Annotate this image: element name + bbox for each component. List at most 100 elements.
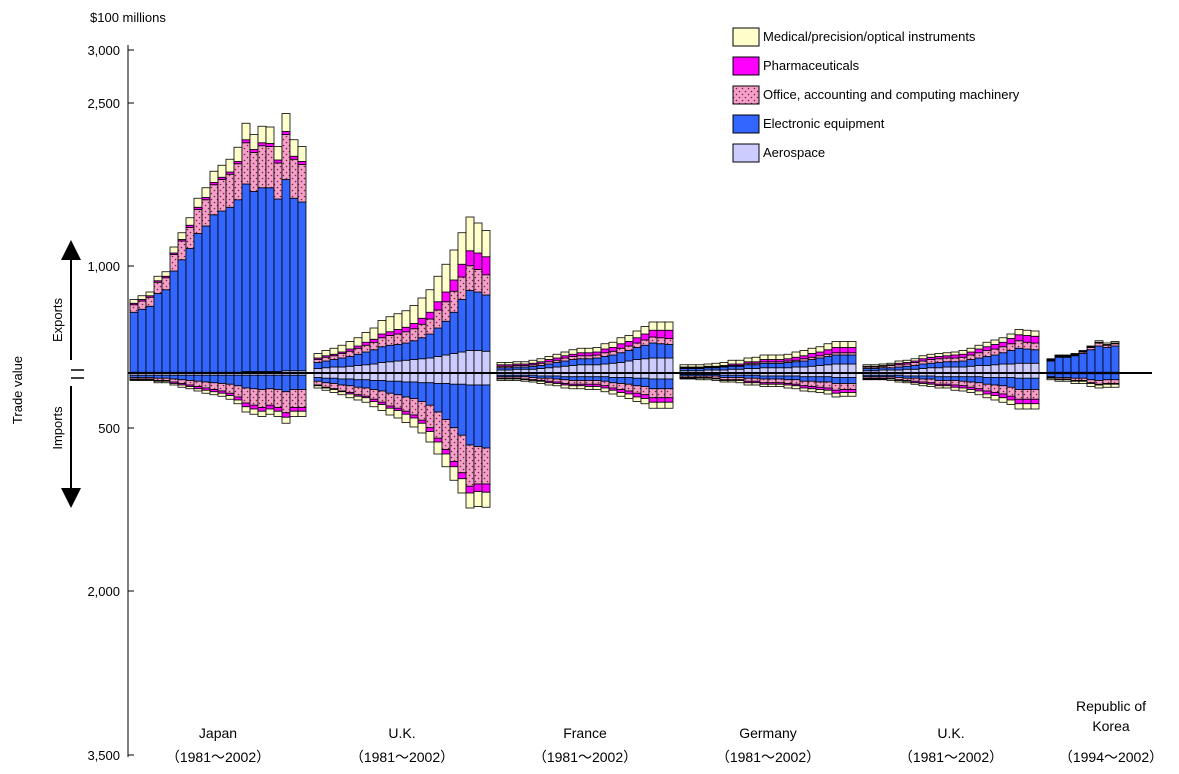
export-bar-segment — [233, 199, 243, 373]
export-bar-segment — [473, 222, 483, 254]
export-bar-segment — [815, 365, 825, 374]
import-bar-segment — [1046, 373, 1056, 378]
y-tick-label: 500 — [98, 421, 120, 436]
export-bar-segment — [241, 183, 251, 372]
import-bar-segment — [433, 437, 443, 443]
import-bar-segment — [169, 378, 179, 383]
import-bar-segment — [1110, 379, 1120, 384]
import-bar-segment — [297, 407, 307, 412]
import-bar-segment — [249, 374, 259, 390]
legend: Medical/precision/optical instruments Pha… — [732, 27, 1020, 163]
import-bar-segment — [807, 380, 817, 387]
export-bar-segment — [560, 357, 570, 362]
export-bar-segment — [640, 358, 650, 374]
export-bar-segment — [560, 351, 570, 357]
import-bar-segment — [369, 372, 379, 381]
y-tick-label: 3,500 — [87, 748, 120, 763]
export-bar-segment — [129, 304, 139, 313]
import-bar-segment — [584, 386, 594, 390]
import-bar-segment — [966, 376, 976, 383]
export-bar-segment — [584, 364, 594, 374]
export-bar-segment — [520, 361, 530, 365]
export-bar-segment — [265, 146, 275, 189]
import-bar-segment — [934, 385, 944, 389]
import-bar-segment — [137, 379, 147, 381]
import-bar-segment — [1006, 377, 1016, 388]
export-bar-segment — [775, 362, 785, 369]
export-bar-segment — [1094, 340, 1104, 343]
export-bar-segment — [719, 362, 729, 366]
export-bar-segment — [926, 359, 936, 364]
import-bar-segment — [823, 376, 833, 383]
export-bar-segment — [552, 362, 562, 368]
y-tick-label: 2,000 — [87, 584, 120, 599]
import-bar-segment — [193, 380, 203, 387]
export-bar-segment — [807, 359, 817, 367]
export-bar-segment — [1086, 349, 1096, 373]
import-bar-segment — [624, 377, 634, 385]
import-bar-segment — [926, 383, 936, 387]
import-bar-segment — [457, 472, 467, 480]
import-bar-segment — [417, 401, 427, 421]
import-bar-segment — [393, 394, 403, 409]
export-bar-segment — [209, 184, 219, 216]
import-bar-segment — [679, 377, 689, 380]
import-bar-segment — [273, 389, 283, 408]
import-bar-segment — [297, 410, 307, 417]
export-bar-segment — [185, 227, 195, 249]
import-bar-segment — [831, 383, 841, 391]
import-bar-segment — [616, 389, 626, 393]
export-bar-segment — [361, 364, 371, 374]
import-bar-segment — [201, 374, 211, 383]
import-bar-segment — [560, 376, 570, 381]
export-bar-segment — [353, 337, 363, 347]
export-bar-segment — [377, 320, 387, 335]
import-bar-segment — [847, 377, 857, 384]
export-bar-segment — [361, 341, 371, 346]
import-bar-segment — [1078, 380, 1088, 384]
export-bar-segment — [225, 158, 235, 173]
import-bar-segment — [1102, 373, 1112, 381]
import-bar-segment — [592, 386, 602, 390]
export-bar-segment — [201, 225, 211, 373]
export-bar-segment — [449, 279, 459, 292]
import-bar-segment — [393, 372, 403, 382]
export-bar-segment — [321, 360, 331, 369]
export-bar-segment — [249, 149, 259, 153]
export-bar-segment — [687, 364, 697, 368]
export-bar-segment — [934, 362, 944, 369]
import-bar-segment — [185, 380, 195, 386]
import-bar-segment — [1086, 379, 1096, 384]
export-bar-segment — [409, 328, 419, 342]
import-bar-segment — [281, 374, 291, 393]
import-bar-segment — [926, 375, 936, 380]
export-bar-segment — [1014, 329, 1024, 336]
export-bar-segment — [640, 326, 650, 335]
export-bar-segment — [703, 363, 713, 367]
export-bar-segment — [433, 309, 443, 329]
export-bar-segment — [823, 356, 833, 366]
export-bar-segment — [441, 291, 451, 303]
export-bar-segment — [169, 246, 179, 254]
import-bar-segment — [751, 382, 761, 386]
import-bar-segment — [616, 392, 626, 397]
export-bar-segment — [648, 357, 658, 374]
import-bar-segment — [169, 374, 179, 380]
export-bar-segment — [632, 347, 642, 360]
imports-label: Imports — [50, 406, 65, 450]
import-bar-segment — [767, 375, 777, 380]
export-bar-segment — [807, 353, 817, 358]
export-bar-segment — [847, 341, 857, 348]
group-country-label: U.K. — [937, 725, 964, 741]
import-bar-segment — [441, 419, 451, 450]
export-bar-segment — [1022, 362, 1032, 374]
import-bar-segment — [783, 375, 793, 381]
import-bar-segment — [329, 389, 339, 393]
export-bar-segment — [624, 345, 634, 351]
export-bar-segment — [1006, 343, 1016, 351]
export-bar-segment — [632, 359, 642, 374]
import-bar-segment — [177, 384, 187, 388]
import-bar-segment — [457, 478, 467, 494]
import-bar-segment — [201, 381, 211, 389]
